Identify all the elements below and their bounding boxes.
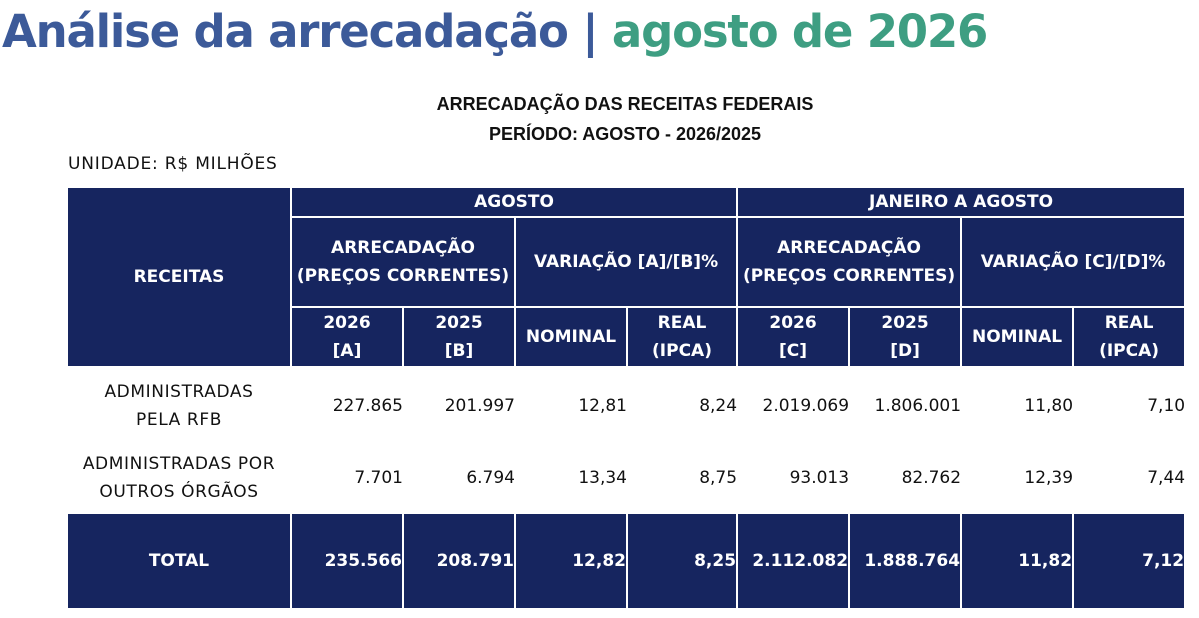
total-row: TOTAL 235.566 208.791 12,82 8,25 2.112.0…: [66, 512, 1187, 610]
header-group-jan-ago: JANEIRO A AGOSTO: [736, 186, 1187, 218]
table-title: ARRECADAÇÃO DAS RECEITAS FEDERAIS: [436, 94, 814, 114]
total-cell: 235.566: [290, 512, 404, 610]
column-header-line1: 2026: [323, 313, 371, 333]
header-arrecadacao-line2: (PREÇOS CORRENTES): [742, 266, 956, 286]
table-cell: 8,75: [699, 467, 738, 488]
table-cell: 82.762: [901, 467, 962, 488]
total-cell: 12,82: [514, 512, 628, 610]
table-row: ADMINISTRADAS POR OUTROS ÓRGÃOS 7.701 6.7…: [67, 443, 1185, 513]
column-header: NOMINAL: [514, 306, 628, 368]
column-header-line1: 2025: [881, 313, 929, 333]
table-cell: 93.013: [789, 467, 850, 488]
table-cell: 7,10: [1147, 395, 1186, 416]
table-cell: 201.997: [444, 395, 515, 416]
column-header-line1: NOMINAL: [525, 327, 617, 347]
receitas-table: RECEITAS AGOSTO JANEIRO A AGOSTO ARRECAD…: [66, 186, 1187, 610]
row-label-line1: ADMINISTRADAS POR: [82, 453, 276, 474]
column-header-line2: (IPCA): [1099, 341, 1160, 361]
total-cell: 1.888.764: [848, 512, 963, 610]
column-header: 2026 [A]: [290, 306, 404, 368]
header-row-subgroups: ARRECADAÇÃO (PREÇOS CORRENTES) VARIAÇÃO […: [67, 216, 1187, 308]
header-arrecadacao-line1: ARRECADAÇÃO: [777, 238, 922, 258]
table-cell: 12,39: [1024, 467, 1074, 488]
table-cell: 11,80: [1024, 395, 1074, 416]
header-group-agosto: AGOSTO: [289, 186, 739, 218]
table-cell: 8,24: [699, 395, 738, 416]
table-cell: 7.701: [354, 467, 403, 488]
header-row-columns: 2026 [A] 2025 [B] NOMINAL REAL (IPCA) 2026 […: [67, 306, 1187, 368]
total-cell: 208.791: [402, 512, 516, 610]
header-variacao-ab: VARIAÇÃO [A]/[B]%: [513, 216, 739, 308]
header-row-groups: RECEITAS AGOSTO JANEIRO A AGOSTO: [66, 186, 1187, 368]
total-label: TOTAL: [66, 512, 292, 610]
row-label-line2: PELA RFB: [136, 409, 222, 430]
header-arrecadacao-line2: (PREÇOS CORRENTES): [296, 266, 510, 286]
total-cell: 2.112.082: [736, 512, 851, 610]
column-header-line1: NOMINAL: [971, 327, 1063, 347]
table-cell: 227.865: [332, 395, 403, 416]
table-period: PERÍODO: AGOSTO - 2026/2025: [488, 124, 762, 144]
header-arrecadacao-agosto: ARRECADAÇÃO (PREÇOS CORRENTES): [290, 216, 516, 308]
row-label: ADMINISTRADAS POR OUTROS ÓRGÃOS: [67, 443, 291, 513]
column-header-line1: REAL: [657, 313, 707, 333]
column-header-line2: [D]: [890, 341, 920, 361]
header-receitas: RECEITAS: [66, 186, 292, 368]
column-header-line2: (IPCA): [652, 341, 712, 361]
table-cell: 7,44: [1147, 467, 1186, 488]
header-arrecadacao-line1: ARRECADAÇÃO: [331, 238, 475, 258]
table-cell: 13,34: [578, 467, 627, 488]
table-cell: 6.794: [466, 467, 515, 488]
row-label-line2: OUTROS ÓRGÃOS: [99, 481, 259, 502]
table-cell: 12,81: [578, 395, 627, 416]
unit-label: UNIDADE: R$ MILHÕES: [68, 154, 278, 174]
page-title: Análise da arrecadação | agosto de 2026: [2, 2, 988, 62]
column-header: 2025 [B]: [402, 306, 516, 368]
column-header-line1: 2025: [435, 313, 483, 333]
column-header-line1: 2026: [769, 313, 817, 333]
column-header: 2026 [C]: [736, 306, 851, 368]
row-label-line1: ADMINISTRADAS: [104, 381, 254, 402]
page-title-main: Análise da arrecadação |: [2, 5, 612, 58]
total-cell: 11,82: [960, 512, 1075, 610]
total-cell: 7,12: [1072, 512, 1187, 610]
table-cell: 2.019.069: [762, 395, 850, 416]
row-label: ADMINISTRADAS PELA RFB: [67, 367, 291, 443]
header-arrecadacao-jan-ago: ARRECADAÇÃO (PREÇOS CORRENTES): [736, 216, 963, 308]
column-header: REAL (IPCA): [1072, 306, 1187, 368]
total-cell: 8,25: [625, 512, 739, 610]
table-cell: 1.806.001: [874, 395, 962, 416]
column-header-line2: [C]: [779, 341, 808, 361]
column-header-line1: REAL: [1104, 313, 1154, 333]
column-header: 2025 [D]: [848, 306, 963, 368]
column-header: NOMINAL: [960, 306, 1075, 368]
column-header-line2: [A]: [332, 341, 362, 361]
header-variacao-cd: VARIAÇÃO [C]/[D]%: [960, 216, 1187, 308]
page-title-period: agosto de 2026: [611, 5, 988, 58]
column-header: REAL (IPCA): [625, 306, 739, 368]
table-row: ADMINISTRADAS PELA RFB 227.865 201.997 12…: [67, 367, 1185, 443]
column-header-line2: [B]: [444, 341, 474, 361]
